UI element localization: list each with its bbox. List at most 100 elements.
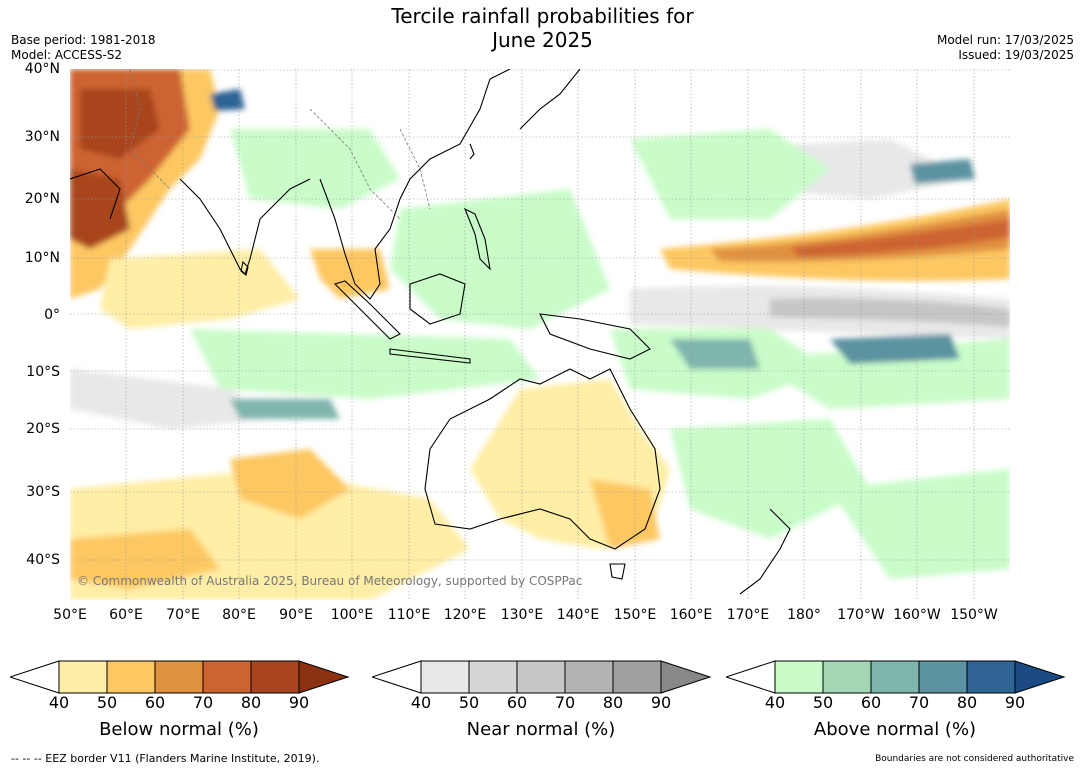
coast-sri-lanka (240, 260, 249, 276)
below-normal-se-australia (590, 479, 660, 549)
model-run: Model run: 17/03/2025 (936, 33, 1074, 47)
coast-philippines (463, 207, 491, 271)
meta-left: Base period: 1981-2018 Model: ACCESS-S2 (11, 33, 156, 63)
below-tick: 60 (144, 693, 166, 712)
above-normal-north-pacific-core (910, 159, 975, 184)
issued-date: Issued: 19/03/2025 (958, 48, 1074, 62)
below-normal-arabian-sea (100, 249, 300, 329)
base-period: Base period: 1981-2018 (11, 33, 156, 47)
above-normal-indian-equator (190, 329, 540, 399)
below-normal-pacific-peak (790, 219, 1010, 257)
coast-tasmania (609, 563, 626, 580)
eez-borders (129, 69, 431, 220)
below-tick: 50 (96, 693, 118, 712)
lon-label-100e: 100°E (330, 607, 374, 623)
lon-label-120e: 120°E (443, 607, 487, 623)
above-tick: 60 (860, 693, 882, 712)
lat-label-20s: 20°S (26, 421, 60, 437)
colorbar-above-label: Above normal (%) (813, 719, 977, 740)
lat-label-10s: 10°S (26, 364, 60, 380)
above-normal-coral-sea (670, 419, 870, 539)
coast-southeast-asia (319, 69, 511, 300)
lon-label-150w: 150°W (950, 607, 998, 623)
rainfall-map (70, 69, 1010, 600)
above-normal-philippine-sea (630, 129, 830, 219)
coast-japan (519, 69, 581, 130)
coastlines (70, 69, 791, 595)
lon-label-170e: 170°E (726, 607, 770, 623)
above-tick: 50 (812, 693, 834, 712)
graticule (70, 69, 1010, 600)
lat-label-30s: 30°S (26, 484, 60, 500)
above-normal-maritime (390, 189, 610, 329)
coast-taiwan (469, 143, 475, 160)
boundaries-disclaimer: Boundaries are not considered authoritat… (875, 754, 1074, 764)
above-normal-indian-core (230, 399, 340, 419)
near-tick: 90 (650, 693, 672, 712)
eez-footnote: -- -- -- EEZ border V11 (Flanders Marine… (11, 752, 320, 765)
title-line-1: Tercile rainfall probabilities for (391, 4, 694, 28)
coast-australia (424, 368, 661, 550)
below-tick: 70 (192, 693, 214, 712)
lon-label-60e: 60°E (109, 607, 143, 623)
lon-label-110e: 110°E (387, 607, 431, 623)
below-tick: 80 (240, 693, 262, 712)
below-normal-south-indian-core (230, 449, 350, 519)
above-tick: 70 (908, 693, 930, 712)
near-tick: 50 (458, 693, 480, 712)
coast-sumatra (333, 280, 401, 340)
meta-right: Model run: 17/03/2025 Issued: 19/03/2025 (937, 33, 1074, 63)
above-tick: 40 (764, 693, 786, 712)
colorbar-below-label: Below normal (%) (99, 719, 259, 740)
lon-label-130e: 130°E (500, 607, 544, 623)
colorbar-above-normal (726, 660, 1066, 694)
above-tick: 90 (1004, 693, 1026, 712)
lat-label-0: 0° (44, 307, 60, 323)
above-normal-spcz-core (830, 334, 960, 364)
model-name: Model: ACCESS-S2 (11, 48, 123, 62)
lon-label-80e: 80°E (222, 607, 256, 623)
below-normal-malay (310, 249, 390, 299)
copyright-notice: © Commonwealth of Australia 2025, Bureau… (77, 574, 583, 588)
lon-label-150e: 150°E (613, 607, 657, 623)
lon-label-90e: 90°E (279, 607, 313, 623)
below-tick: 90 (288, 693, 310, 712)
below-tick: 40 (48, 693, 70, 712)
near-tick: 60 (506, 693, 528, 712)
lon-label-140e: 140°E (556, 607, 600, 623)
lon-label-50e: 50°E (53, 607, 87, 623)
below-normal-arabia-peak (80, 89, 160, 159)
below-normal-red-sea (70, 169, 130, 249)
near-tick: 80 (602, 693, 624, 712)
map-svg (70, 69, 1010, 600)
lon-label-180: 180° (787, 607, 821, 623)
colorbar-near-label: Near normal (%) (466, 719, 616, 740)
near-normal-equatorial-core (770, 298, 1010, 327)
near-tick: 70 (554, 693, 576, 712)
title-line-2: June 2025 (492, 28, 593, 52)
below-normal-pacific-core (710, 209, 1010, 262)
above-normal-india (230, 129, 400, 209)
lat-label-10n: 10°N (24, 250, 60, 266)
lat-label-20n: 20°N (24, 191, 60, 207)
coast-borneo (409, 273, 466, 325)
below-normal-southwest (70, 529, 220, 589)
colorbar-near-normal (372, 660, 712, 694)
lat-label-40n: 40°N (24, 61, 60, 77)
coast-new-zealand (739, 508, 791, 595)
above-normal-png-core (670, 339, 760, 369)
near-normal-indian (70, 369, 270, 429)
coast-new-guinea (539, 313, 651, 360)
probability-field (70, 69, 1010, 600)
lon-label-170w: 170°W (837, 607, 885, 623)
near-tick: 40 (410, 693, 432, 712)
lon-label-160e: 160°E (669, 607, 713, 623)
coast-arabia (70, 168, 121, 220)
coast-java (389, 348, 471, 364)
lat-label-40s: 40°S (26, 552, 60, 568)
lon-label-160w: 160°W (893, 607, 941, 623)
above-normal-southeast-pacific (830, 469, 1010, 579)
above-tick: 80 (956, 693, 978, 712)
above-normal-himalaya-core (210, 89, 245, 111)
lat-label-30n: 30°N (24, 129, 60, 145)
